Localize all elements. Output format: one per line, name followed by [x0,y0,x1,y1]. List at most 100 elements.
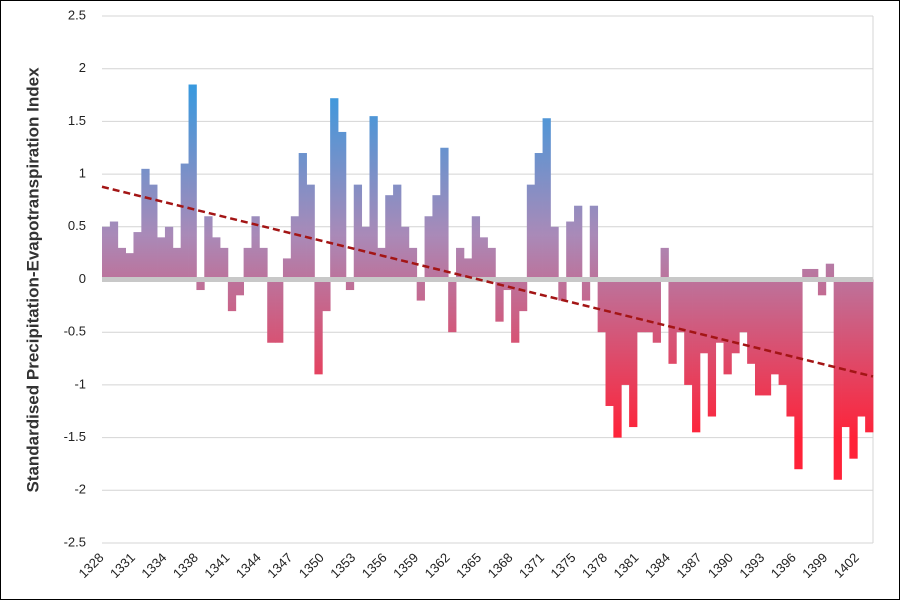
bar [739,279,748,333]
bar [518,279,528,312]
y-tick-label: 2 [79,60,86,75]
bar [314,279,323,375]
bar [652,279,661,343]
bar [212,237,221,280]
bar [235,279,245,296]
bar [448,279,457,333]
bar [125,253,134,280]
bar [684,279,693,385]
bar [715,279,724,343]
bar [322,279,331,312]
bar [479,237,488,280]
bar [133,232,142,280]
bar [778,279,787,385]
bar [298,153,307,280]
bar [495,279,504,322]
bar [369,116,378,280]
bar [629,279,638,428]
y-tick-label: 2.5 [68,7,86,22]
bar [754,279,764,396]
bar [770,279,779,375]
bar [833,279,842,480]
bar [857,279,866,417]
bar [636,279,646,333]
bar [825,263,835,280]
bar [361,226,370,280]
bar [227,279,237,312]
bar [306,184,315,280]
bar [676,279,685,333]
bar [463,258,473,280]
bar [747,279,756,364]
bar [526,184,536,280]
bar [345,279,355,291]
bar [267,279,276,343]
bar [849,279,858,459]
bar [621,279,630,385]
bar [707,279,717,417]
bar [865,279,874,433]
bar [338,131,347,280]
bar [511,279,520,343]
bar [188,84,197,280]
y-tick-label: 1.5 [68,113,86,128]
bar [762,279,772,396]
bar [259,247,268,280]
bar [699,279,709,354]
y-tick-label: -2 [74,482,86,497]
bar [456,247,465,280]
bar [275,279,284,343]
bar [597,279,606,333]
bar [393,184,402,280]
bar [109,221,119,280]
bar [102,226,111,280]
y-tick-label: -1 [74,376,86,391]
bar [353,184,363,280]
y-tick-label: -1.5 [64,429,86,444]
bar [400,226,410,280]
bar [503,279,512,291]
bar [204,216,213,280]
bar [377,247,386,280]
bar [487,247,496,280]
bar [196,279,205,291]
bar [416,279,425,301]
bar [385,195,394,280]
bar [802,268,811,280]
bar [723,279,732,375]
bar [566,221,575,280]
bar [172,247,182,280]
trend-line [101,185,874,378]
bar [660,247,669,280]
bar [574,205,583,280]
y-tick-label: -2.5 [64,534,86,549]
bar [282,258,292,280]
bar [692,279,701,433]
bar [330,98,339,280]
bar [157,237,166,280]
bar [164,226,174,280]
y-axis-title: Standardised Precipitation-Evapotranspir… [23,67,42,493]
bar [243,247,252,280]
y-tick-label: -0.5 [64,324,86,339]
bar [605,279,614,406]
bar [180,163,189,280]
y-tick-label: 1 [79,166,86,181]
bar [220,247,229,280]
bar [731,279,740,354]
bar [117,247,127,280]
bar [644,279,654,333]
bar [424,216,433,280]
bar [534,153,543,280]
bar [668,279,677,364]
bar [440,147,449,280]
bar [589,205,599,280]
bar [471,216,481,280]
bar [542,118,551,280]
bar [432,195,441,280]
y-tick-label: 0.5 [68,218,86,233]
bar [794,279,803,470]
bar [817,279,827,296]
bar [141,168,150,280]
